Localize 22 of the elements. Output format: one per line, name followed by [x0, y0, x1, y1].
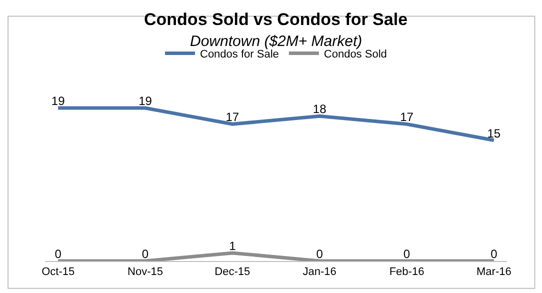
data-label: 17: [226, 110, 240, 124]
data-label: 19: [51, 94, 66, 108]
x-tick-label: Oct-15: [42, 266, 75, 278]
chart-subtitle: Downtown ($2M+ Market): [190, 33, 362, 50]
data-label: 19: [138, 94, 152, 108]
data-label: 0: [54, 247, 62, 261]
data-label: 18: [312, 102, 327, 116]
x-tick-label: Dec-15: [214, 266, 250, 278]
data-label: 0: [142, 247, 149, 261]
data-label: 15: [487, 126, 501, 140]
data-label: 0: [403, 247, 410, 261]
x-tick-label: Jan-16: [302, 266, 336, 278]
data-label: 17: [400, 110, 414, 124]
chart-title: Condos Sold vs Condos for Sale: [144, 10, 408, 29]
x-tick-label: Mar-16: [476, 266, 512, 278]
data-label: 1: [229, 238, 236, 253]
x-tick-label: Feb-16: [389, 266, 424, 278]
legend-label: Condos Sold: [324, 48, 387, 61]
x-tick-label: Nov-15: [128, 266, 163, 278]
data-label: 0: [490, 247, 498, 261]
legend-label: Condos for Sale: [200, 48, 279, 61]
data-label: 0: [316, 247, 324, 261]
